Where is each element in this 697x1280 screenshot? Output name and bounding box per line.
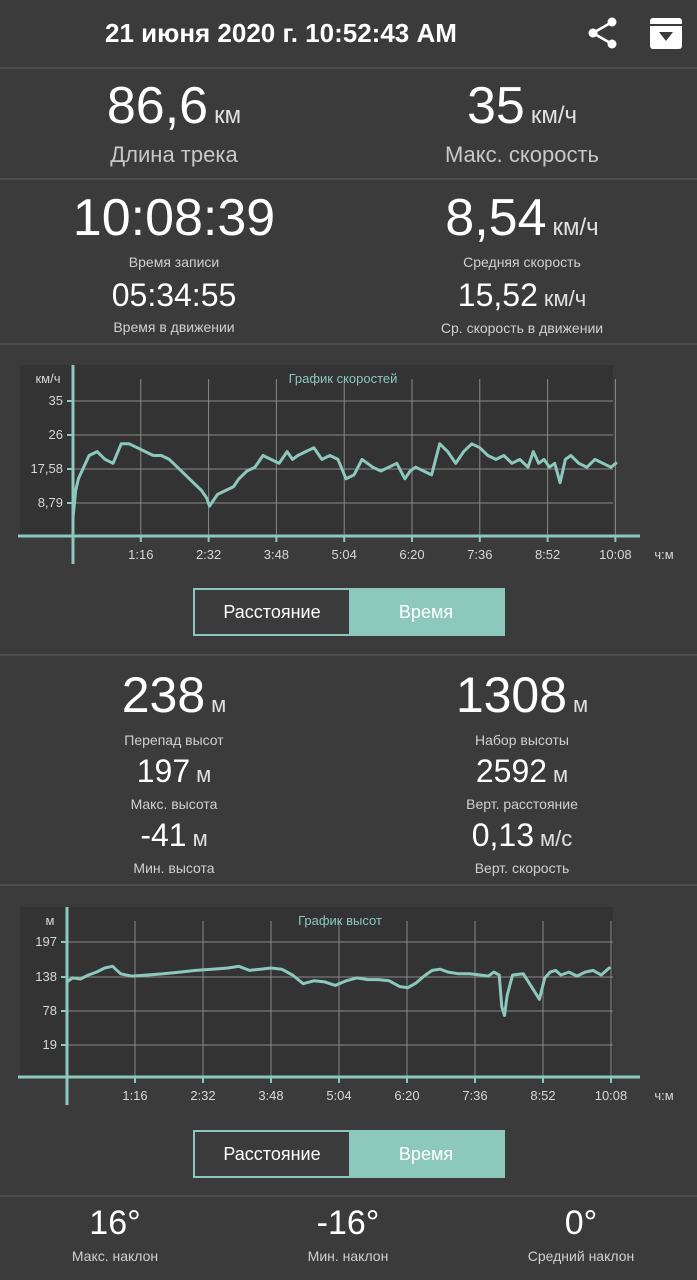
max-alt-label: Макс. высота [130, 796, 218, 812]
vert-dist-label: Верт. расстояние [466, 796, 578, 812]
speed-chart-x-tick-label: 8:52 [535, 547, 560, 562]
max-alt-unit: м [196, 762, 212, 787]
moving-avg-speed-stat: 15,52 км/ч Ср. скорость в движении [372, 279, 672, 336]
min-alt-label: Мин. высота [133, 860, 215, 876]
elevation-chart-x-tick-label: 7:36 [462, 1088, 487, 1103]
avg-slope-label: Средний наклон [527, 1248, 635, 1264]
elevation-chart-x-tick-label: 10:08 [595, 1088, 628, 1103]
share-icon[interactable] [583, 13, 623, 53]
archive-download-icon[interactable] [646, 13, 686, 53]
avg-slope-stat: 0° Средний наклон [481, 1206, 681, 1264]
elev-gain-stat: 1308 м Набор высоты [372, 670, 672, 748]
min-slope-value: -16° [316, 1204, 380, 1242]
max-slope-stat: 16° Макс. наклон [15, 1206, 215, 1264]
speed-chart-y-tick-label: 8,79 [38, 495, 63, 510]
avg-slope-value: 0° [564, 1204, 598, 1242]
max-speed-unit: км/ч [530, 102, 577, 129]
elev-gain-label: Набор высоты [475, 732, 569, 748]
elev-diff-unit: м [211, 692, 227, 717]
elevation-chart-y-tick-label: 78 [43, 1003, 57, 1018]
vert-speed-value: 0,13 [471, 817, 535, 853]
elevation-chart-series-line [65, 964, 611, 1017]
elev-diff-label: Перепад высот [124, 732, 224, 748]
speed-toggle-time-button[interactable]: Время [349, 590, 503, 634]
moving-time-label: Время в движении [113, 319, 235, 335]
elevation-chart-x-tick-label: 1:16 [122, 1088, 147, 1103]
vert-speed-unit: м/с [540, 826, 573, 851]
elevation-chart-x-tick-label: 5:04 [326, 1088, 351, 1103]
min-slope-stat: -16° Мин. наклон [248, 1206, 448, 1264]
page-title: 21 июня 2020 г. 10:52:43 AM [105, 18, 457, 48]
record-time-value: 10:08:39 [72, 189, 276, 247]
elev-toggle-distance-button[interactable]: Расстояние [195, 1132, 349, 1176]
elevation-chart-title: График высот [298, 913, 382, 928]
vert-dist-value: 2592 [475, 753, 548, 789]
speed-chart-x-unit: ч:м [654, 547, 673, 562]
avg-speed-value: 8,54 [445, 189, 547, 247]
vert-speed-stat: 0,13 м/с Верт. скорость [372, 819, 672, 876]
max-speed-stat: 35 км/ч Макс. скорость [372, 80, 672, 168]
vert-dist-stat: 2592 м Верт. расстояние [372, 755, 672, 812]
min-alt-value: -41 [140, 817, 187, 853]
speed-chart-x-tick-label: 7:36 [467, 547, 492, 562]
elev-gain-value: 1308 [455, 667, 568, 723]
speed-chart-x-tick-label: 2:32 [196, 547, 221, 562]
speed-chart-series-line [71, 442, 618, 520]
track-length-label: Длина трека [110, 142, 238, 167]
elevation-chart-toggle[interactable]: Расстояние Время [193, 1130, 505, 1178]
max-slope-value: 16° [89, 1204, 141, 1242]
moving-time-value: 05:34:55 [111, 277, 237, 313]
speed-chart-y-tick-label: 17,58 [30, 461, 63, 476]
record-time-label: Время записи [128, 254, 220, 270]
elevation-chart[interactable]: 1:16 2:32 3:48 5:04 6:20 7:36 8:52 10:08 197 138 7… [0, 897, 697, 1115]
speed-chart-x-tick-label: 5:04 [332, 547, 357, 562]
speed-chart-x-tick-label: 10:08 [599, 547, 632, 562]
elevation-chart-x-unit: ч:м [654, 1088, 673, 1103]
min-alt-stat: -41 м Мин. высота [24, 819, 324, 876]
track-length-value: 86,6 [106, 77, 209, 135]
speed-toggle-distance-button[interactable]: Расстояние [195, 590, 349, 634]
moving-avg-speed-unit: км/ч [543, 286, 587, 311]
speed-chart-x-tick-label: 3:48 [264, 547, 289, 562]
speed-chart-x-tick-label: 6:20 [399, 547, 424, 562]
speed-chart-x-tick-label: 1:16 [128, 547, 153, 562]
elev-diff-value: 238 [121, 667, 206, 723]
elevation-chart-y-tick-label: 197 [35, 934, 57, 949]
avg-speed-label: Средняя скорость [463, 254, 581, 270]
elev-diff-stat: 238 м Перепад высот [24, 670, 324, 748]
speed-chart-y-tick-label: 26 [49, 427, 63, 442]
moving-avg-speed-value: 15,52 [457, 277, 538, 313]
elevation-chart-x-tick-label: 2:32 [190, 1088, 215, 1103]
max-slope-label: Макс. наклон [71, 1248, 159, 1264]
elevation-chart-x-tick-label: 6:20 [394, 1088, 419, 1103]
moving-avg-speed-label: Ср. скорость в движении [440, 320, 604, 336]
max-speed-label: Макс. скорость [444, 142, 600, 167]
speed-chart-y-unit: км/ч [35, 371, 60, 386]
min-alt-unit: м [192, 826, 208, 851]
elev-gain-unit: м [573, 692, 589, 717]
speed-chart[interactable]: 1:16 2:32 3:48 5:04 6:20 7:36 8:52 10:08 35 26 17,… [0, 355, 697, 575]
elev-toggle-time-button[interactable]: Время [349, 1132, 503, 1176]
elevation-chart-plot-bg [20, 907, 613, 1077]
vert-speed-label: Верт. скорость [474, 860, 570, 876]
avg-speed-stat: 8,54 км/ч Средняя скорость [372, 192, 672, 270]
track-length-unit: км [214, 102, 242, 129]
record-time-stat: 10:08:39 Время записи [24, 192, 324, 270]
elevation-chart-y-tick-label: 19 [43, 1037, 57, 1052]
max-speed-value: 35 [466, 77, 525, 135]
min-slope-label: Мин. наклон [307, 1248, 389, 1264]
speed-chart-title: График скоростей [289, 371, 398, 386]
elevation-chart-x-tick-label: 8:52 [530, 1088, 555, 1103]
max-alt-value: 197 [136, 753, 191, 789]
vert-dist-unit: м [553, 762, 569, 787]
track-length-stat: 86,6 км Длина трека [24, 80, 324, 168]
avg-speed-unit: км/ч [552, 214, 599, 241]
elevation-chart-x-tick-label: 3:48 [258, 1088, 283, 1103]
moving-time-stat: 05:34:55 Время в движении [24, 279, 324, 335]
elevation-chart-y-tick-label: 138 [35, 969, 57, 984]
max-alt-stat: 197 м Макс. высота [24, 755, 324, 812]
speed-chart-y-tick-label: 35 [49, 393, 63, 408]
speed-chart-toggle[interactable]: Расстояние Время [193, 588, 505, 636]
elevation-chart-y-unit: м [46, 913, 55, 928]
